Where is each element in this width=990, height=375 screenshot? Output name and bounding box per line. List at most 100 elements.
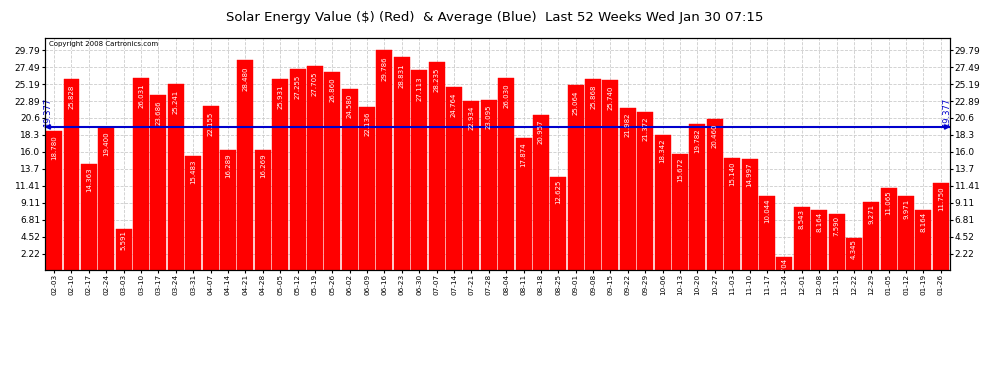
Text: 26.031: 26.031: [138, 84, 145, 108]
Text: 16.289: 16.289: [225, 153, 231, 178]
Bar: [498, 78, 514, 270]
Bar: [116, 229, 132, 270]
Text: 4.345: 4.345: [850, 239, 857, 259]
Bar: [446, 87, 462, 270]
Bar: [550, 177, 566, 270]
Text: 25.931: 25.931: [277, 84, 283, 109]
Text: 25.828: 25.828: [68, 85, 74, 109]
Text: 28.831: 28.831: [399, 64, 405, 88]
Text: 29.786: 29.786: [381, 57, 387, 81]
Bar: [185, 156, 201, 270]
Bar: [638, 112, 653, 270]
Text: 28.480: 28.480: [243, 66, 248, 91]
Text: 19.400: 19.400: [103, 131, 109, 156]
Bar: [411, 70, 428, 270]
Text: 23.686: 23.686: [155, 100, 161, 125]
Bar: [133, 78, 149, 270]
Text: Copyright 2008 Cartronics.com: Copyright 2008 Cartronics.com: [50, 41, 158, 47]
Bar: [742, 159, 757, 270]
Bar: [933, 183, 948, 270]
Bar: [689, 124, 706, 270]
Text: 10.044: 10.044: [764, 198, 770, 223]
Bar: [168, 84, 184, 270]
Bar: [376, 50, 392, 270]
Text: 8.543: 8.543: [799, 209, 805, 229]
Bar: [359, 106, 375, 270]
Text: 22.136: 22.136: [364, 111, 370, 136]
Text: 25.064: 25.064: [573, 90, 579, 115]
Bar: [585, 79, 601, 270]
Text: 25.868: 25.868: [590, 85, 596, 109]
Bar: [220, 150, 236, 270]
Text: 11.750: 11.750: [938, 186, 943, 210]
Text: 19.377: 19.377: [44, 98, 52, 127]
Bar: [203, 106, 219, 270]
Bar: [759, 196, 775, 270]
Text: 19.377: 19.377: [942, 98, 951, 127]
Bar: [307, 66, 323, 270]
Text: 11.065: 11.065: [886, 191, 892, 215]
Bar: [394, 57, 410, 270]
Bar: [272, 79, 288, 270]
Bar: [289, 69, 306, 270]
Bar: [98, 127, 114, 270]
Text: 16.269: 16.269: [259, 153, 265, 178]
Bar: [916, 210, 932, 270]
Text: 8.164: 8.164: [921, 211, 927, 232]
Text: 17.874: 17.874: [521, 142, 527, 166]
Text: 20.460: 20.460: [712, 123, 718, 148]
Bar: [567, 85, 584, 270]
Bar: [81, 164, 97, 270]
Text: 15.672: 15.672: [677, 158, 683, 182]
Text: 22.155: 22.155: [208, 111, 214, 136]
Bar: [516, 138, 532, 270]
Text: 23.095: 23.095: [486, 105, 492, 129]
Bar: [725, 158, 741, 270]
Bar: [881, 188, 897, 270]
Bar: [829, 214, 844, 270]
Bar: [254, 150, 270, 270]
Text: 27.705: 27.705: [312, 72, 318, 96]
Bar: [794, 207, 810, 270]
Bar: [776, 257, 792, 270]
Text: 25.241: 25.241: [173, 89, 179, 114]
Text: 26.860: 26.860: [330, 78, 336, 102]
Text: 21.982: 21.982: [625, 112, 631, 137]
Text: 27.255: 27.255: [295, 75, 301, 99]
Bar: [533, 116, 548, 270]
Bar: [603, 80, 619, 270]
Text: 5.591: 5.591: [121, 230, 127, 250]
Bar: [863, 202, 879, 270]
Text: 18.342: 18.342: [659, 139, 665, 163]
Text: 21.372: 21.372: [643, 117, 648, 141]
Bar: [481, 99, 497, 270]
Text: 20.957: 20.957: [538, 120, 544, 144]
Bar: [845, 238, 862, 270]
Bar: [238, 60, 253, 270]
Bar: [898, 196, 914, 270]
Text: 9.271: 9.271: [868, 204, 874, 224]
Text: 15.483: 15.483: [190, 159, 196, 184]
Bar: [342, 88, 357, 270]
Text: 24.580: 24.580: [346, 94, 352, 118]
Text: 25.740: 25.740: [608, 86, 614, 110]
Text: 12.625: 12.625: [555, 180, 561, 204]
Text: 22.934: 22.934: [468, 106, 474, 130]
Bar: [463, 101, 479, 270]
Text: 14.363: 14.363: [86, 167, 92, 192]
Bar: [811, 210, 827, 270]
Bar: [672, 154, 688, 270]
Text: 26.030: 26.030: [503, 84, 509, 108]
Text: 1.704: 1.704: [781, 258, 787, 278]
Text: 7.590: 7.590: [834, 216, 840, 236]
Text: 19.782: 19.782: [694, 128, 700, 153]
Bar: [620, 108, 636, 270]
Text: 9.971: 9.971: [903, 199, 909, 219]
Text: Solar Energy Value ($) (Red)  & Average (Blue)  Last 52 Weeks Wed Jan 30 07:15: Solar Energy Value ($) (Red) & Average (…: [227, 11, 763, 24]
Bar: [150, 95, 166, 270]
Text: 8.164: 8.164: [816, 211, 822, 232]
Bar: [429, 62, 445, 270]
Text: 18.780: 18.780: [51, 135, 57, 160]
Bar: [47, 131, 62, 270]
Bar: [707, 119, 723, 270]
